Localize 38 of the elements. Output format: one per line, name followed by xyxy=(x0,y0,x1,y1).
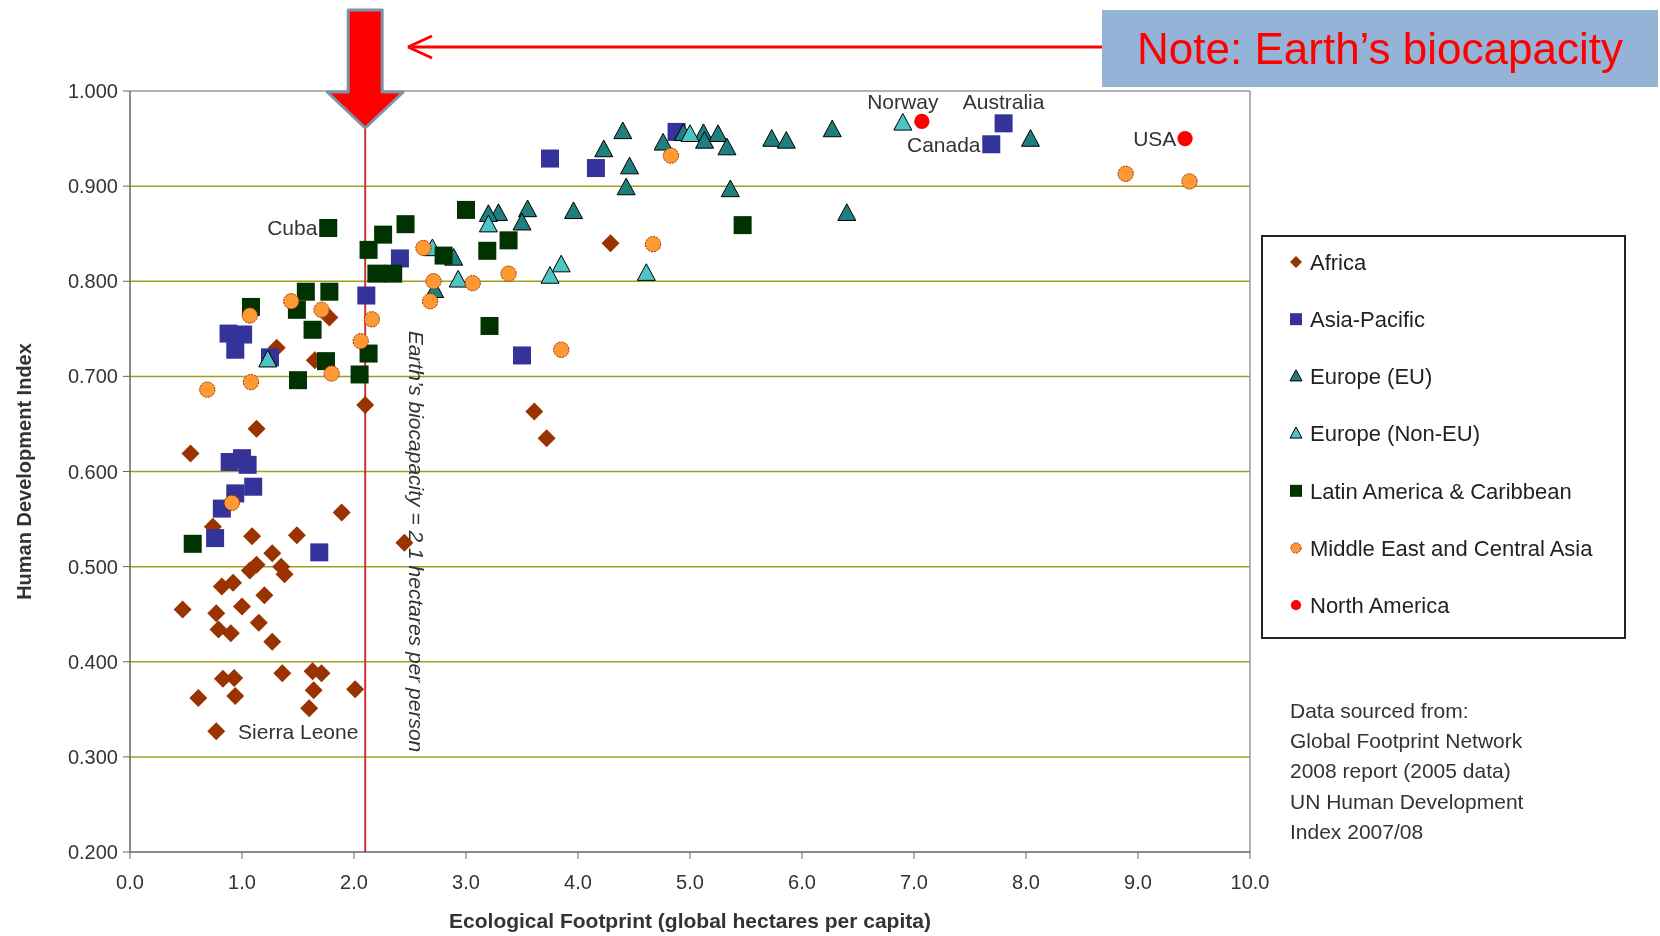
legend-label: Europe (EU) xyxy=(1310,364,1433,390)
x-tick-label: 4.0 xyxy=(564,871,592,893)
y-tick-label: 0.200 xyxy=(67,841,118,863)
x-tick-label: 5.0 xyxy=(676,871,704,893)
x-tick-label: 8.0 xyxy=(1012,871,1040,893)
annotation: Norway xyxy=(867,89,939,113)
x-tick-label: 6.0 xyxy=(788,871,816,893)
ref-line-label: Earth’s biocapacity = 2.1 hectares per person xyxy=(405,330,429,753)
x-tick-label: 10.0 xyxy=(1230,871,1270,893)
text: Data sourced from: Global Footprint Network 2008 report (2005 data) UN Human Development Index 2007/08 xyxy=(1290,699,1524,843)
y-tick-label: 0.700 xyxy=(67,365,118,388)
x-tick-label: 1.0 xyxy=(228,871,256,893)
y-axis-title: Human Development Index xyxy=(13,343,35,600)
annotation: Canada xyxy=(907,132,981,156)
x-axis-title: Ecological Footprint (global hectares per capita) xyxy=(449,909,931,932)
legend-label: Middle East and Central Asia xyxy=(1310,535,1594,561)
annotation: Sierra Leone xyxy=(238,719,359,743)
y-tick-label: 0.300 xyxy=(67,745,118,768)
x-tick-label: 9.0 xyxy=(1124,871,1152,893)
legend-label: Latin America & Caribbean xyxy=(1310,478,1572,504)
x-tick-label: 7.0 xyxy=(900,871,928,893)
x-tick-label: 3.0 xyxy=(452,871,480,893)
y-tick-label: 0.900 xyxy=(67,175,118,198)
annotation: USA xyxy=(1133,126,1177,150)
annotation: Australia xyxy=(962,89,1045,113)
legend-label: Europe (Non-EU) xyxy=(1310,421,1480,447)
legend-label: Africa xyxy=(1310,249,1367,275)
annotation: Cuba xyxy=(267,216,318,240)
y-tick-label: 0.500 xyxy=(67,555,118,578)
x-tick-label: 2.0 xyxy=(340,871,368,893)
y-tick-label: 1.000 xyxy=(67,80,118,102)
legend-label: North America xyxy=(1310,592,1451,618)
y-tick-label: 0.600 xyxy=(67,460,118,483)
x-tick-label: 0.0 xyxy=(116,871,144,893)
y-tick-label: 0.800 xyxy=(67,270,118,293)
legend-label: Asia-Pacific xyxy=(1310,306,1425,332)
y-tick-label: 0.400 xyxy=(67,650,118,673)
text: Note: Earth’s biocapacity xyxy=(1137,24,1623,74)
